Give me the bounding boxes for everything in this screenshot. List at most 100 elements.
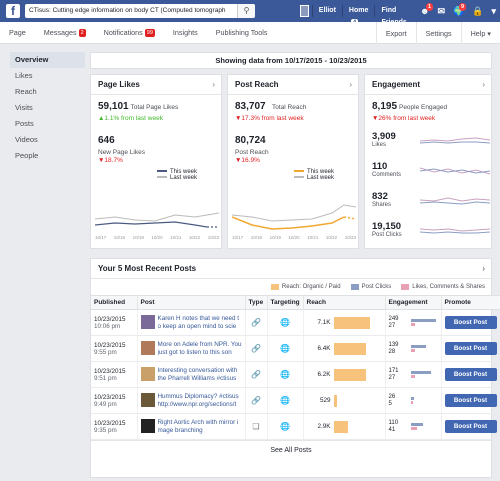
shares-sparkline bbox=[420, 197, 490, 205]
likes-label: Likes bbox=[372, 142, 387, 148]
posts-table: Published Post Type Targeting Reach Enga… bbox=[91, 295, 500, 440]
recent-posts-title-text: Your 5 Most Recent Posts bbox=[98, 264, 197, 273]
post-text[interactable]: Karen H notes that we need t o keep an o… bbox=[157, 314, 240, 330]
profile-link[interactable]: Elliot bbox=[311, 5, 342, 17]
promote-cell: Boost Post bbox=[441, 413, 500, 440]
engagement-value-1: 249 bbox=[388, 315, 399, 322]
avatar[interactable] bbox=[300, 5, 309, 17]
boost-post-button[interactable]: Boost Post bbox=[444, 316, 497, 329]
tab-insights[interactable]: Insights bbox=[164, 28, 207, 37]
post-thumbnail[interactable] bbox=[140, 392, 155, 407]
post-thumbnail[interactable] bbox=[140, 366, 155, 381]
friend-requests-icon[interactable]: ☻ 1 bbox=[420, 3, 434, 16]
reach-legend: This week Last week bbox=[294, 169, 334, 181]
privacy-icon[interactable]: 🔒 bbox=[472, 5, 484, 16]
sidebar-item-visits[interactable]: Visits bbox=[15, 103, 33, 112]
new-likes-label: New Page Likes bbox=[98, 149, 145, 156]
sidebar-item-posts[interactable]: Posts bbox=[15, 119, 34, 128]
sidebar-item-reach[interactable]: Reach bbox=[15, 87, 37, 96]
tab-messages[interactable]: Messages 2 bbox=[35, 28, 95, 37]
post-thumbnail[interactable] bbox=[140, 314, 155, 329]
chevron-right-icon[interactable]: › bbox=[349, 80, 352, 89]
x-tick: 10/21 bbox=[170, 235, 182, 240]
reach-bar bbox=[333, 342, 366, 355]
post-cell[interactable]: Hummus Diplomacy? #ctisus http://www.npr… bbox=[137, 387, 246, 414]
published-date: 10/23/2015 bbox=[94, 367, 126, 375]
messages-icon[interactable]: ✉ bbox=[437, 5, 446, 16]
table-header-row: Published Post Type Targeting Reach Enga… bbox=[91, 295, 500, 310]
post-cell[interactable]: More on Adele from NPR. You just got to … bbox=[137, 335, 246, 362]
x-tick: 10/20 bbox=[288, 235, 300, 240]
boost-post-button[interactable]: Boost Post bbox=[444, 342, 497, 355]
col-type[interactable]: Type bbox=[245, 295, 268, 310]
x-tick: 10/20 bbox=[151, 235, 163, 240]
search-input[interactable]: CTisus: Cutting edge information on body… bbox=[25, 4, 255, 18]
col-targeting[interactable]: Targeting bbox=[267, 295, 304, 310]
col-post[interactable]: Post bbox=[137, 295, 246, 310]
chevron-right-icon[interactable]: › bbox=[482, 80, 485, 89]
post-text[interactable]: Interesting conversation with the Pharre… bbox=[157, 366, 238, 382]
sidebar-item-videos[interactable]: Videos bbox=[15, 135, 38, 144]
account-menu-icon[interactable]: ▾ bbox=[491, 5, 497, 16]
clicks-bar bbox=[410, 397, 414, 400]
post-thumbnail[interactable] bbox=[140, 340, 155, 355]
boost-post-button[interactable]: Boost Post bbox=[444, 420, 497, 433]
sidebar-item-people[interactable]: People bbox=[15, 151, 39, 160]
tab-notifications[interactable]: Notifications 99 bbox=[95, 28, 164, 37]
post-cell[interactable]: Karen H notes that we need t o keep an o… bbox=[137, 309, 246, 336]
engagement-cell: 26 5 bbox=[385, 387, 442, 414]
page-likes-card[interactable]: Page Likes › 59,101 Total Page Likes ▲1.… bbox=[90, 74, 222, 249]
engagement-value-1: 26 bbox=[388, 393, 396, 400]
col-engagement[interactable]: Engagement bbox=[385, 295, 442, 310]
x-tick: 10/19 bbox=[269, 235, 281, 240]
help-button[interactable]: Help ▾ bbox=[460, 22, 500, 44]
post-cell[interactable]: Right Aortic Arch with mirror i mage bra… bbox=[137, 413, 246, 440]
globe-icon: 🌐 bbox=[267, 413, 304, 440]
post-text[interactable]: Right Aortic Arch with mirror i mage bra… bbox=[157, 418, 239, 434]
post-reach-label: Post Reach bbox=[235, 149, 269, 156]
chevron-right-icon[interactable]: › bbox=[482, 264, 485, 273]
total-likes-value: 59,101 bbox=[98, 101, 129, 112]
facebook-logo-icon[interactable]: f bbox=[6, 4, 20, 18]
sidebar-item-likes[interactable]: Likes bbox=[15, 71, 33, 80]
post-text[interactable]: More on Adele from NPR. You just got to … bbox=[157, 340, 242, 356]
post-reach-card[interactable]: Post Reach › 83,707 Total Reach ▼17.3% f… bbox=[227, 74, 359, 249]
notifications-icon[interactable]: 🌍 9 bbox=[453, 2, 467, 16]
chevron-right-icon[interactable]: › bbox=[212, 80, 215, 89]
key-reach-swatch bbox=[270, 284, 279, 290]
legend-this-week: This week bbox=[170, 169, 198, 175]
see-all-posts-link[interactable]: See All Posts bbox=[91, 440, 491, 460]
reach-cell: 529 bbox=[303, 387, 386, 414]
key-reach: Reach: Organic / Paid bbox=[270, 284, 341, 290]
reach-value: 6.4K bbox=[317, 345, 331, 353]
boost-post-button[interactable]: Boost Post bbox=[444, 368, 497, 381]
engagement-card[interactable]: Engagement › 8,195 People Engaged ▼26% f… bbox=[364, 74, 492, 249]
table-row: 10/23/2015 9:35 pm Right Aortic Arch with … bbox=[91, 413, 500, 440]
export-button[interactable]: Export bbox=[375, 22, 416, 44]
col-published[interactable]: Published bbox=[91, 295, 138, 310]
shares-value: 832 bbox=[372, 191, 388, 202]
post-thumbnail[interactable] bbox=[140, 418, 155, 433]
find-friends-link[interactable]: Find Friends bbox=[374, 5, 416, 26]
settings-button[interactable]: Settings bbox=[415, 22, 461, 44]
x-tick: 10/17 bbox=[232, 235, 244, 240]
col-reach[interactable]: Reach bbox=[303, 295, 386, 310]
home-link[interactable]: Home4 bbox=[341, 5, 375, 27]
total-likes-change: ▲1.1% from last week bbox=[98, 115, 163, 122]
engagement-value-2: 27 bbox=[388, 374, 396, 381]
published-date: 10/23/2015 bbox=[94, 315, 126, 323]
page-nav: Page Messages 2 Notifications 99 Insights … bbox=[0, 22, 500, 44]
tab-publishing-tools-label: Publishing Tools bbox=[215, 28, 268, 37]
search-value: CTisus: Cutting edge information on body… bbox=[29, 7, 226, 14]
post-text[interactable]: Hummus Diplomacy? #ctisus http://www.npr… bbox=[157, 392, 239, 408]
boost-post-button[interactable]: Boost Post bbox=[444, 394, 497, 407]
engagement-cell: 110 41 bbox=[385, 413, 442, 440]
tab-page[interactable]: Page bbox=[0, 28, 35, 37]
post-cell[interactable]: Interesting conversation with the Pharre… bbox=[137, 361, 246, 388]
engagement-value-2: 41 bbox=[388, 426, 396, 433]
search-icon[interactable]: ⚲ bbox=[237, 4, 255, 18]
tab-publishing-tools[interactable]: Publishing Tools bbox=[207, 28, 277, 37]
sidebar-item-overview[interactable]: Overview bbox=[10, 52, 85, 68]
reach-value: 2.9K bbox=[317, 423, 331, 431]
legend-this-week: This week bbox=[307, 169, 335, 175]
